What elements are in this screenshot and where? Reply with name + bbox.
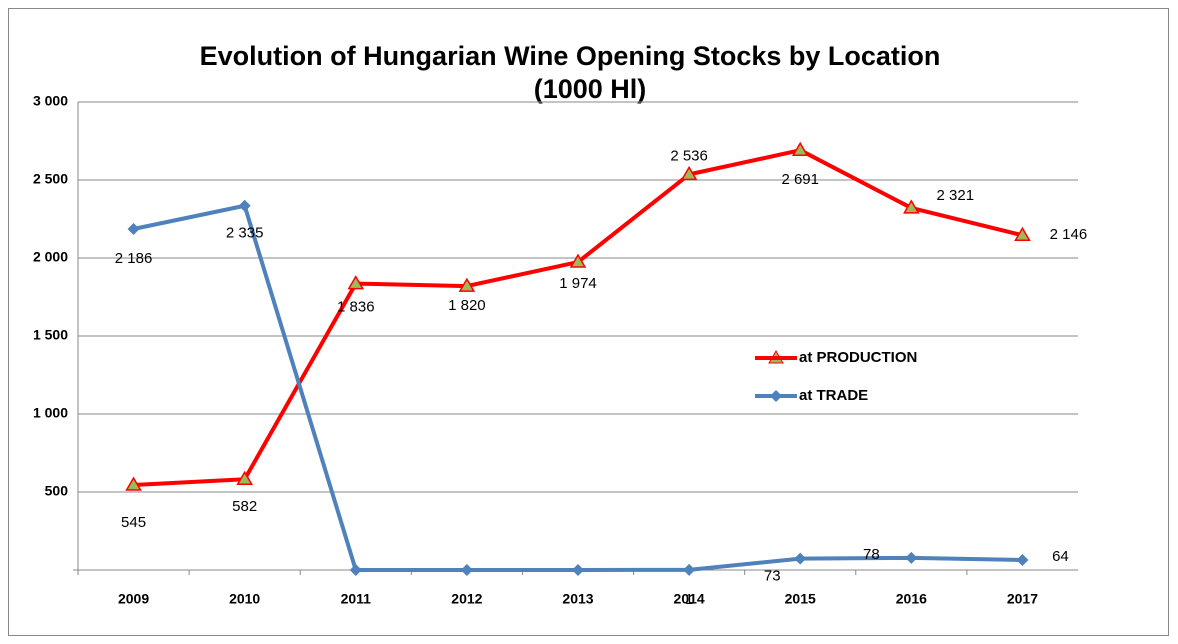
marker [1016, 554, 1029, 567]
marker [349, 564, 362, 576]
legend-marker [770, 390, 782, 402]
data-label: 2 536 [670, 147, 708, 164]
marker [460, 564, 473, 576]
x-tick-label: 2016 [896, 591, 927, 607]
x-tick-label: 2013 [562, 591, 593, 607]
y-tick-label: 500 [45, 483, 69, 499]
data-label: 1 [685, 591, 693, 608]
data-label: 1 820 [448, 297, 486, 314]
marker [572, 564, 584, 576]
y-tick-label: 2 000 [33, 249, 68, 265]
marker [683, 563, 696, 576]
data-label: 2 146 [1050, 226, 1088, 243]
chart-subtitle: (1000 Hl) [534, 74, 647, 104]
marker [458, 277, 476, 292]
legend-label: at PRODUCTION [799, 349, 917, 366]
marker [236, 470, 253, 485]
marker [903, 199, 920, 214]
x-tick-label: 2014 [674, 591, 705, 607]
data-label: 2 335 [226, 225, 264, 242]
marker [347, 275, 365, 290]
y-tick-label: 2 500 [33, 171, 68, 187]
data-label: 2 186 [115, 250, 153, 267]
data-label: 64 [1052, 548, 1069, 565]
marker [238, 199, 251, 212]
data-label: 582 [232, 498, 257, 515]
marker [569, 253, 587, 268]
data-label: 73 [764, 568, 781, 585]
data-label: 1 836 [337, 299, 375, 316]
x-tick-label: 2015 [785, 591, 816, 607]
marker [1014, 226, 1031, 241]
marker [125, 476, 142, 491]
data-label: 1 974 [559, 275, 597, 292]
data-label: 545 [121, 514, 146, 531]
legend-label: at TRADE [799, 387, 868, 404]
y-tick-label: 1 000 [33, 405, 68, 421]
marker [680, 165, 698, 181]
chart-border [8, 8, 1169, 636]
data-label: 78 [863, 546, 880, 563]
y-tick-label: 1 500 [33, 327, 68, 343]
x-tick-label: 2017 [1007, 591, 1038, 607]
chart-title: Evolution of Hungarian Wine Opening Stoc… [200, 41, 941, 71]
marker [127, 222, 140, 235]
marker [791, 141, 809, 156]
x-tick-label: 2011 [341, 591, 372, 607]
x-tick-label: 2012 [451, 591, 482, 607]
data-label: 2 691 [781, 171, 819, 188]
y-tick-label: 3 000 [33, 93, 68, 109]
marker [794, 552, 807, 565]
data-label: 2 321 [937, 187, 975, 204]
x-tick-label: 2010 [229, 591, 260, 607]
marker [905, 551, 918, 564]
x-tick-label: 2009 [118, 591, 149, 607]
